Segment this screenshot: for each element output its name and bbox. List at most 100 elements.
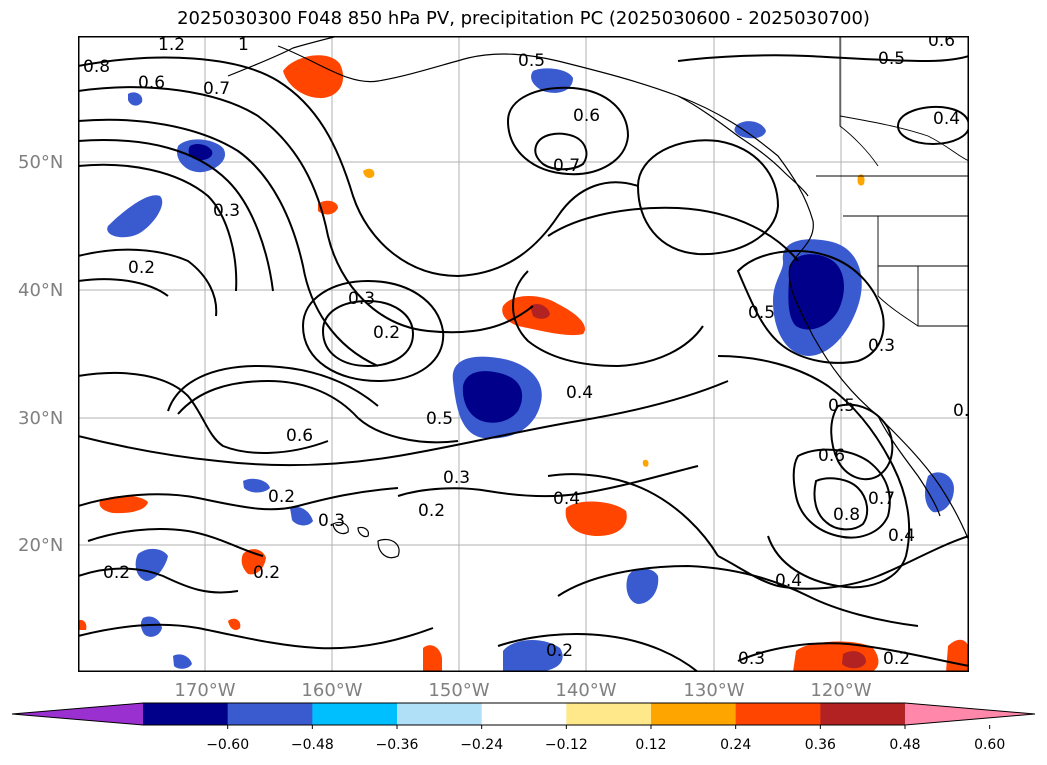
contour-label: 0.3 <box>348 289 375 309</box>
precip-blob-hawaii <box>290 506 313 526</box>
lat-label-40n: 40°N <box>18 280 64 301</box>
contour-label: 0.7 <box>553 156 580 176</box>
contour-12 <box>301 279 445 383</box>
colorbar-segment <box>651 703 737 725</box>
contour-7 <box>78 278 169 297</box>
precip-blob-small-3 <box>228 618 241 630</box>
lon-label-120w: 120°W <box>810 680 872 701</box>
contour-label: 0.5 <box>828 396 855 416</box>
contour-label: 0.2 <box>268 487 295 507</box>
contour-24 <box>78 487 399 511</box>
contour-label: 0.4 <box>933 109 960 129</box>
contour-11 <box>78 380 729 467</box>
contour-5 <box>78 163 238 292</box>
precip-blob-alaska <box>531 68 573 93</box>
precip-blob-w-45n <box>107 195 163 238</box>
contour-label: 1 <box>238 36 249 55</box>
coast-hawaii-2 <box>357 526 369 538</box>
contour-label: 0.2 <box>373 323 400 343</box>
contour-label: 0.4 <box>566 383 593 403</box>
precip-negative <box>107 68 954 672</box>
contour-label: 0.5 <box>748 303 775 323</box>
contour-15 <box>534 132 588 171</box>
lon-label-140w: 140°W <box>555 680 617 701</box>
colorbar-tick-label: −0.36 <box>375 737 419 753</box>
colorbar-segment <box>566 703 652 725</box>
contour-32 <box>497 633 699 672</box>
contour-label: 0.5 <box>426 409 453 429</box>
precip-blob-small-5 <box>642 459 649 467</box>
precip-blob-nw-tiny <box>128 92 143 106</box>
colorbar-segment <box>481 703 567 725</box>
contour-2 <box>78 86 534 334</box>
colorbar-extend-high <box>905 703 1035 725</box>
colorbar-segment <box>735 703 821 725</box>
contour-label: 0.6 <box>928 36 955 51</box>
contour-34 <box>677 54 969 63</box>
precip-blob-s-350 <box>423 645 442 672</box>
colorbar-tick-label: −0.24 <box>460 737 504 753</box>
border-canada-prov <box>839 115 969 162</box>
contour-label: 0.8 <box>83 57 110 77</box>
precip-blob-sw-small <box>140 616 162 637</box>
colorbar-tick-label: 0.12 <box>635 737 667 753</box>
contour-31 <box>717 535 969 590</box>
precip-blob-california-core <box>788 254 844 330</box>
precip-blob-sw-1 <box>99 495 148 514</box>
colorbar-tick-label: −0.60 <box>206 737 250 753</box>
contour-label: 0.2 <box>103 563 130 583</box>
contour-label: 0.2 <box>546 641 573 661</box>
pv-contours <box>78 54 969 672</box>
contour-labels: 1.2 1 0.8 0.6 0.7 0.5 0.6 0.7 0.6 0.5 0.… <box>83 36 969 669</box>
contour-label: 0.2 <box>253 563 280 583</box>
lon-label-150w: 150°W <box>428 680 490 701</box>
contour-label: 0.7 <box>868 489 895 509</box>
colorbar-tick-label: −0.48 <box>290 737 334 753</box>
colorbar-tick-label: 0.24 <box>720 737 752 753</box>
contour-4 <box>78 139 274 292</box>
contour-label: 0.6 <box>573 106 600 126</box>
map-canvas: 1.2 1 0.8 0.6 0.7 0.5 0.6 0.7 0.6 0.5 0.… <box>78 36 969 672</box>
precip-blob-w-50n-core <box>188 143 213 161</box>
colorbar-tick-label: 0.60 <box>974 737 1006 753</box>
colorbar-segments <box>12 703 1035 725</box>
contour-label: 0.7 <box>203 79 230 99</box>
contour-label: 0.5 <box>518 51 545 71</box>
coast-hawaii-3 <box>377 538 400 559</box>
contour-label: 0.2 <box>953 401 969 421</box>
lon-label-130w: 130°W <box>683 680 745 701</box>
contour-label: 0.6 <box>286 426 313 446</box>
precip-blob-aleutian <box>283 55 344 99</box>
precip-blob-small-1 <box>318 200 338 215</box>
contour-18 <box>512 270 704 368</box>
contour-14 <box>506 86 630 176</box>
contour-16 <box>636 139 780 256</box>
precip-blob-sw-tiny <box>173 654 192 669</box>
gridlines <box>78 36 969 672</box>
contour-28 <box>397 465 699 498</box>
contour-label: 0.6 <box>138 73 165 93</box>
contour-label: 0.3 <box>318 511 345 531</box>
contour-label: 0.2 <box>128 258 155 278</box>
contour-21 <box>830 403 894 481</box>
chart-title: 2025030300 F048 850 hPa PV, precipitatio… <box>177 8 870 29</box>
precip-blob-south-1 <box>503 640 563 672</box>
colorbar-tick-label: −0.12 <box>544 737 588 753</box>
precip-blob-s-center-core <box>842 651 866 669</box>
contour-label: 0.2 <box>883 649 910 669</box>
colorbar-extend-low <box>12 703 143 725</box>
contour-label: 0.2 <box>418 501 445 521</box>
contour-27 <box>78 623 434 650</box>
contour-label: 0.8 <box>833 505 860 525</box>
colorbar-tickmarks <box>227 725 991 729</box>
colorbar-outline <box>11 702 1036 726</box>
map-panel: 1.2 1 0.8 0.6 0.7 0.5 0.6 0.7 0.6 0.5 0.… <box>78 36 969 672</box>
contour-9 <box>167 364 379 412</box>
contour-10 <box>78 371 329 454</box>
contour-label: 0.3 <box>738 649 765 669</box>
lon-label-160w: 160°W <box>301 680 363 701</box>
contour-label: 0.4 <box>553 489 580 509</box>
precip-blob-small-2 <box>363 168 375 179</box>
precip-blob-hi-2 <box>243 478 270 493</box>
